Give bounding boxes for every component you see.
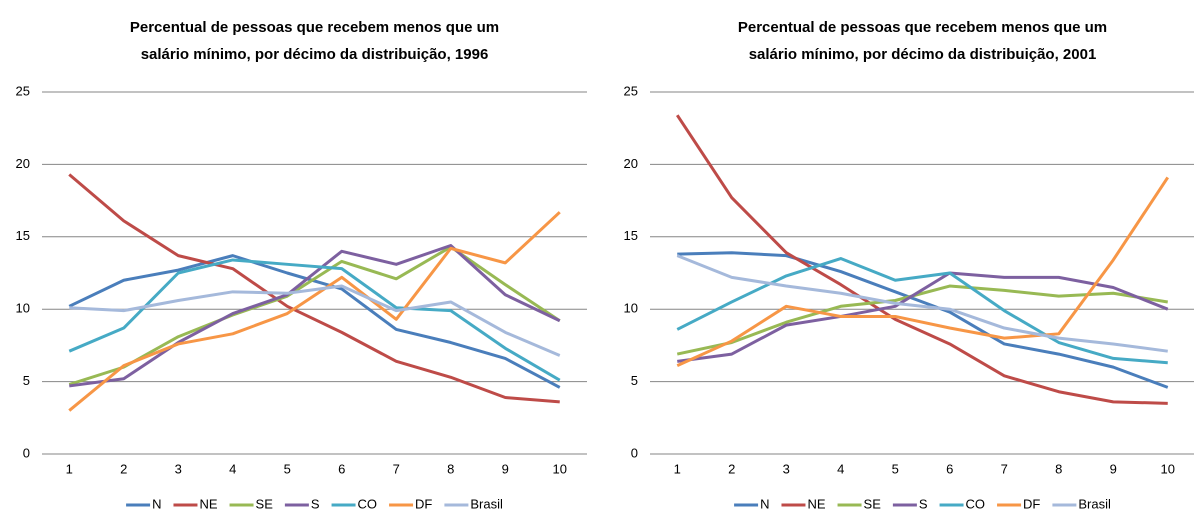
legend-label: NE — [199, 496, 217, 511]
x-tick-label: 2 — [120, 461, 127, 476]
legend-label: Brasil — [1078, 496, 1111, 511]
y-tick-label: 0 — [23, 445, 30, 460]
legend-label: Brasil — [470, 496, 503, 511]
x-tick-label: 4 — [837, 461, 844, 476]
y-tick-label: 5 — [631, 373, 638, 388]
data-line — [68, 245, 561, 386]
chart-title: salário mínimo, por décimo da distribuiç… — [749, 46, 1097, 63]
data-line — [68, 258, 561, 382]
legend-label: SE — [256, 496, 274, 511]
x-tick-label: 10 — [553, 461, 567, 476]
y-tick-label: 20 — [16, 156, 30, 171]
data-line — [677, 251, 1169, 389]
x-tick-label: 9 — [502, 461, 509, 476]
data-line — [677, 271, 1169, 363]
data-line — [675, 114, 1168, 405]
data-line — [69, 284, 561, 357]
legend-label: NE — [807, 496, 825, 511]
legend-label: DF — [415, 496, 432, 511]
legend-label: N — [760, 496, 769, 511]
y-tick-label: 25 — [16, 83, 30, 98]
x-tick-label: 5 — [892, 461, 899, 476]
x-tick-label: 10 — [1161, 461, 1175, 476]
legend-label: CO — [966, 496, 986, 511]
legend-label: S — [919, 496, 928, 511]
x-tick-label: 8 — [447, 461, 454, 476]
y-tick-label: 15 — [16, 228, 30, 243]
data-line — [68, 254, 561, 389]
data-line — [68, 211, 561, 412]
x-tick-label: 1 — [66, 461, 73, 476]
x-tick-label: 9 — [1110, 461, 1117, 476]
y-tick-label: 20 — [624, 156, 638, 171]
y-tick-label: 10 — [624, 301, 638, 316]
legend-label: S — [311, 496, 320, 511]
x-tick-label: 6 — [946, 461, 953, 476]
y-tick-label: 5 — [23, 373, 30, 388]
data-line — [68, 173, 560, 404]
x-tick-label: 4 — [229, 461, 236, 476]
legend-label: CO — [358, 496, 378, 511]
y-tick-label: 0 — [631, 445, 638, 460]
legend-label: DF — [1023, 496, 1040, 511]
legend-label: N — [152, 496, 161, 511]
x-tick-label: 7 — [1001, 461, 1008, 476]
chart-title: Percentual de pessoas que recebem menos … — [738, 19, 1107, 36]
data-line — [676, 176, 1170, 368]
y-tick-label: 15 — [624, 228, 638, 243]
y-tick-label: 25 — [624, 83, 638, 98]
data-line — [69, 243, 561, 388]
chart-title: Percentual de pessoas que recebem menos … — [130, 19, 499, 36]
x-tick-label: 6 — [338, 461, 345, 476]
x-tick-label: 3 — [783, 461, 790, 476]
data-line — [676, 254, 1168, 353]
legend-label: SE — [864, 496, 882, 511]
x-tick-label: 7 — [393, 461, 400, 476]
y-tick-label: 10 — [16, 301, 30, 316]
x-tick-label: 2 — [728, 461, 735, 476]
x-tick-label: 8 — [1055, 461, 1062, 476]
chart-title: salário mínimo, por décimo da distribuiç… — [141, 46, 489, 63]
data-line — [676, 257, 1168, 365]
x-tick-label: 5 — [284, 461, 291, 476]
x-tick-label: 1 — [674, 461, 681, 476]
x-tick-label: 3 — [175, 461, 182, 476]
